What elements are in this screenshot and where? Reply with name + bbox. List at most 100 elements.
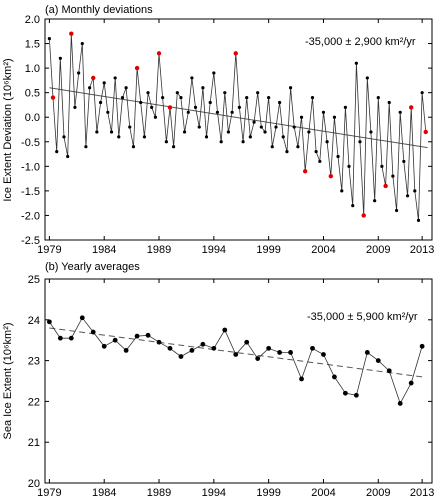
data-point (128, 125, 132, 129)
panel-a-title: (a) Monthly deviations (45, 4, 153, 16)
x-tick-label: 1989 (147, 244, 171, 256)
y-tick-label: 22 (28, 396, 40, 408)
highlight-point (328, 173, 334, 179)
data-point (123, 348, 129, 353)
data-point (241, 140, 245, 144)
data-point (109, 130, 114, 134)
data-point (248, 135, 252, 139)
data-point (201, 86, 205, 90)
data-point (120, 95, 125, 100)
data-point (179, 95, 183, 100)
highlight-point (69, 31, 74, 36)
data-point (373, 199, 377, 203)
highlight-point (134, 65, 140, 71)
data-point (62, 135, 66, 139)
data-point (79, 315, 85, 321)
data-point (336, 154, 340, 159)
data-point (101, 343, 107, 349)
data-point (189, 348, 195, 353)
data-point (237, 105, 241, 109)
trend-line (49, 87, 428, 149)
x-tick-label: 1994 (202, 244, 226, 256)
data-point (419, 343, 425, 349)
data-point (296, 145, 300, 149)
data-point (219, 140, 223, 144)
data-point (332, 115, 337, 119)
data-point (161, 95, 165, 100)
panel-a-frame (44, 18, 433, 241)
panel-b-x-ticks: 1979 1984 1989 1994 1999 2004 2009 2013 (37, 279, 434, 499)
data-point (288, 350, 293, 355)
panel-b-annotation: -35,000 ± 5,900 km²/yr (307, 311, 418, 323)
data-point (223, 91, 227, 95)
y-tick-label: 23 (28, 356, 40, 368)
x-tick-label: 1999 (256, 487, 280, 499)
data-point (142, 135, 147, 139)
data-point (134, 333, 140, 339)
data-point (208, 100, 212, 105)
data-point (267, 95, 271, 100)
panel-a-x-ticks: 1979 1984 1989 1994 1999 2004 2009 2013 (37, 19, 434, 256)
data-point (402, 159, 406, 164)
data-point (365, 76, 369, 80)
x-tick-label: 2009 (366, 487, 390, 499)
y-tick-label: 25 (28, 274, 40, 286)
y-tick-label: -1.5 (21, 186, 40, 198)
data-point (222, 327, 228, 333)
data-point (167, 345, 173, 351)
data-point (80, 41, 84, 46)
data-point (55, 150, 59, 154)
data-point (150, 105, 154, 109)
data-point (106, 110, 110, 114)
data-point (215, 110, 220, 114)
panel-monthly-deviations: (a) Monthly deviations -35,000 ± 2,900 k… (2, 4, 434, 256)
data-point (84, 145, 88, 149)
data-point (343, 105, 347, 109)
x-tick-label: 1989 (147, 487, 171, 499)
highlight-point (156, 51, 162, 56)
highlight-point (408, 105, 414, 110)
panel-a-y-axis-label: Ice Extent Deviation (10⁶km²) (2, 58, 14, 201)
data-point (90, 329, 96, 335)
data-point (318, 159, 322, 164)
data-point (380, 164, 384, 168)
highlight-point (361, 213, 366, 218)
y-tick-label: 24 (28, 315, 40, 327)
data-point (95, 130, 99, 134)
trend-line (49, 327, 423, 378)
data-point (325, 140, 329, 144)
y-tick-label: -1.0 (21, 161, 40, 173)
data-point (57, 335, 63, 341)
data-point (369, 130, 373, 134)
data-point (190, 76, 194, 80)
data-point (145, 332, 151, 338)
data-point (270, 145, 274, 149)
x-tick-label: 1984 (92, 244, 116, 256)
data-point (364, 350, 370, 355)
data-point (347, 164, 351, 168)
data-point (73, 105, 77, 109)
data-point (98, 100, 103, 105)
y-tick-label: 20 (28, 478, 40, 490)
panel-yearly-averages: (b) Yearly averages -35,000 ± 5,900 km²/… (2, 261, 434, 499)
data-point (420, 91, 424, 95)
highlight-point (91, 75, 96, 81)
x-tick-label: 1994 (202, 487, 226, 499)
data-point (88, 86, 92, 90)
data-point (278, 100, 282, 105)
panel-a-trend (49, 87, 428, 149)
highlight-point (423, 129, 428, 135)
data-point (252, 120, 256, 124)
data-point (197, 125, 201, 129)
y-tick-label: 1.5 (25, 39, 40, 51)
panel-b-series (46, 315, 425, 406)
data-point (68, 335, 74, 341)
highlight-point (50, 95, 56, 100)
data-point (321, 110, 326, 114)
data-point (259, 125, 263, 129)
data-point (277, 350, 283, 355)
data-point (405, 194, 410, 198)
data-point (212, 71, 216, 75)
data-point (386, 368, 392, 374)
